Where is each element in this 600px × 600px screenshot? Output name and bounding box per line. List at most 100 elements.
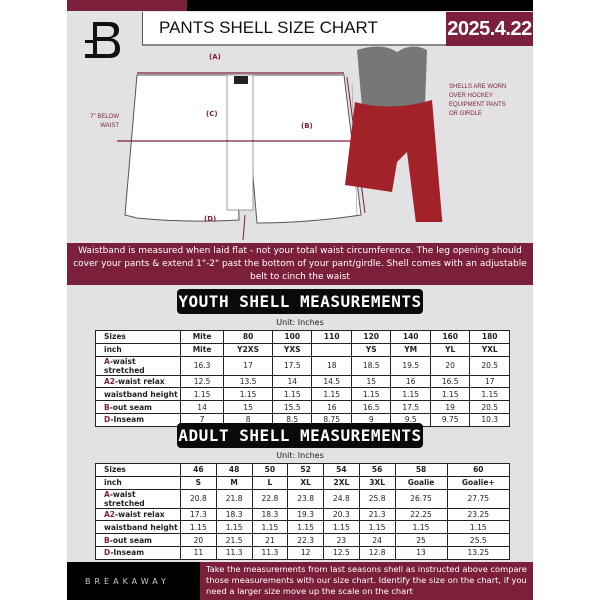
- top-bar: [187, 0, 533, 11]
- row-label-text: Sizes: [104, 465, 126, 475]
- row-label: B-out seam: [95, 400, 181, 414]
- table-row: inch S M L XL 2XL 3XL Goalie Goalie+: [95, 475, 511, 490]
- row-label-text: inch: [104, 478, 122, 488]
- table-cell: 19: [429, 400, 471, 414]
- table-cell: 18.3: [215, 507, 253, 522]
- row-label-text: -waist relax: [115, 509, 165, 519]
- table-cell: 23.25: [446, 507, 511, 522]
- table-cell: 11.3: [215, 545, 253, 560]
- table-cell: Y2XS: [223, 342, 273, 357]
- table-cell: 60: [446, 463, 511, 477]
- table-cell: 14: [179, 400, 225, 414]
- table-cell: 58: [394, 463, 448, 477]
- table-cell: 16.5: [350, 400, 392, 414]
- table-cell: 24: [358, 533, 396, 547]
- breakaway-logo-icon: [85, 22, 120, 58]
- table-row: A2-waist relax 17.3 18.3 18.3 19.3 20.3 21.3 22…: [95, 507, 511, 522]
- table-cell: 12: [287, 545, 324, 560]
- table-cell: 120: [350, 330, 392, 344]
- table-cell: 46: [180, 463, 217, 477]
- table-cell: 100: [271, 330, 313, 344]
- table-cell: 1.15: [311, 387, 352, 402]
- table-cell: 12.8: [358, 545, 396, 560]
- table-cell: 56: [358, 463, 396, 477]
- row-label: D-Inseam: [95, 412, 181, 427]
- table-row: waistband height 1.15 1.15 1.15 1.15 1.15 1.15…: [95, 520, 511, 535]
- table-cell: 22.3: [287, 533, 324, 547]
- row-label-prefix: A: [104, 489, 110, 499]
- table-cell: 1.15: [429, 387, 471, 402]
- table-cell: 14.5: [311, 374, 352, 389]
- row-label: D-Inseam: [95, 545, 181, 560]
- table-cell: 54: [323, 463, 360, 477]
- table-cell: 17.5: [271, 355, 313, 376]
- table-cell: 1.15: [223, 387, 273, 402]
- table-cell: 13: [394, 545, 448, 560]
- table-cell: 19.5: [390, 355, 431, 376]
- table-cell: 48: [215, 463, 253, 477]
- label-a: (A): [209, 53, 221, 61]
- table-cell: 23: [323, 533, 360, 547]
- table-cell: 1.15: [323, 520, 360, 535]
- table-cell: 1.15: [394, 520, 448, 535]
- row-label: inch: [95, 475, 181, 490]
- table-cell: 1.15: [271, 387, 313, 402]
- table-cell: 11: [180, 545, 217, 560]
- pants-diagram: [117, 72, 366, 240]
- table-cell: 17: [469, 374, 510, 389]
- row-label-prefix: A2: [104, 509, 116, 519]
- table-cell: 21.5: [215, 533, 253, 547]
- table-cell: 15: [223, 400, 273, 414]
- adult-unit-label: Unit: Inches: [276, 451, 324, 460]
- youth-section-title: YOUTH SHELL MEASUREMENTS: [177, 289, 423, 314]
- row-label-text: -waist relax: [115, 376, 165, 386]
- row-label: A-waist stretched: [95, 355, 181, 376]
- table-row: A2-waist relax 12.5 13.5 14 14.5 15 16 16.5 17: [95, 374, 510, 389]
- row-label-text: -waist stretched: [104, 489, 145, 508]
- row-label-text: waistband height: [104, 389, 178, 399]
- table-cell: 16: [390, 374, 431, 389]
- table-cell: 12.5: [179, 374, 225, 389]
- table-cell: 1.15: [390, 387, 431, 402]
- row-label: A-waist stretched: [95, 488, 181, 509]
- date-badge: 2025.4.22: [446, 12, 533, 46]
- table-cell: 18: [311, 355, 352, 376]
- table-cell: 2XL: [323, 475, 360, 490]
- table-cell: 12.5: [323, 545, 360, 560]
- table-cell: [311, 342, 352, 357]
- table-cell: Goalie: [394, 475, 448, 490]
- table-cell: 20.5: [469, 400, 510, 414]
- table-cell: 1.15: [469, 387, 510, 402]
- table-cell: 16: [311, 400, 352, 414]
- table-row: B-out seam 14 15 15.5 16 16.5 17.5 19 20.5: [95, 400, 510, 414]
- table-cell: 22.25: [394, 507, 448, 522]
- row-label: waistband height: [95, 387, 181, 402]
- row-label-text: waistband height: [104, 522, 178, 532]
- row-label: inch: [95, 342, 181, 357]
- table-cell: 21.3: [358, 507, 396, 522]
- table-cell: 180: [469, 330, 510, 344]
- table-cell: 16.3: [179, 355, 225, 376]
- row-label-text: -out seam: [109, 402, 152, 412]
- table-cell: 13.25: [446, 545, 511, 560]
- row-label-prefix: B: [104, 535, 110, 545]
- table-cell: 1.15: [251, 520, 289, 535]
- table-cell: 25.5: [446, 533, 511, 547]
- label-d: (D): [204, 215, 217, 223]
- table-cell: 13.5: [223, 374, 273, 389]
- table-cell: 19.3: [287, 507, 324, 522]
- table-cell: 52: [287, 463, 324, 477]
- row-label: waistband height: [95, 520, 181, 535]
- table-cell: 21.8: [215, 488, 253, 509]
- measuring-instructions: Waistband is measured when laid flat - n…: [67, 243, 533, 285]
- row-label: B-out seam: [95, 533, 181, 547]
- table-cell: 25: [394, 533, 448, 547]
- table-cell: 21: [251, 533, 289, 547]
- below-waist-note: 7" BELOW WAIST: [90, 114, 119, 129]
- table-row: inch Mite Y2XS YXS YS YM YL YXL: [95, 342, 510, 357]
- table-row: B-out seam 20 21.5 21 22.3 23 24 25 25.5: [95, 533, 511, 547]
- table-cell: 20.3: [323, 507, 360, 522]
- size-chart-page: PANTS SHELL SIZE CHART 2025.4.22 (A) (C)…: [67, 0, 533, 600]
- table-cell: YM: [390, 342, 431, 357]
- table-cell: M: [215, 475, 253, 490]
